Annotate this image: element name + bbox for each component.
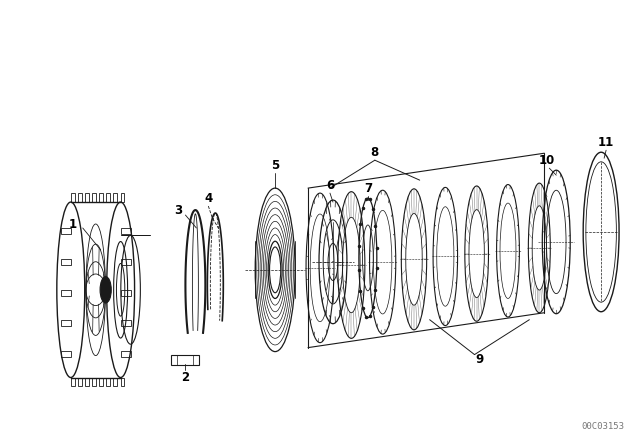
Text: 10: 10 [539, 154, 556, 167]
Text: 6: 6 [326, 179, 334, 192]
Ellipse shape [100, 276, 111, 303]
Text: 8: 8 [371, 146, 379, 159]
Text: 11: 11 [598, 136, 614, 149]
Text: 00C03153: 00C03153 [581, 422, 624, 431]
Text: 5: 5 [271, 159, 279, 172]
Text: 1: 1 [68, 219, 77, 232]
Text: 2: 2 [181, 371, 189, 384]
Text: 7: 7 [364, 181, 372, 194]
Text: 4: 4 [204, 192, 212, 205]
Text: 3: 3 [174, 203, 182, 216]
Text: 9: 9 [476, 353, 484, 366]
